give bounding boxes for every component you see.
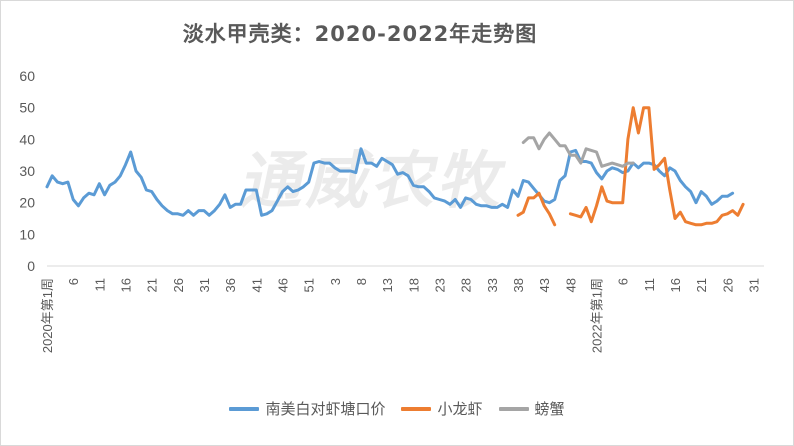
x-tick-label: 36 <box>223 278 238 292</box>
legend-swatch <box>401 406 432 411</box>
y-tick-label: 40 <box>19 131 35 147</box>
legend-item-crab: 螃蟹 <box>498 398 565 419</box>
x-tick-label: 26 <box>720 278 735 292</box>
x-tick-label: 18 <box>406 278 421 292</box>
x-tick-label: 31 <box>197 278 212 292</box>
y-tick-label: 30 <box>19 163 35 179</box>
y-tick-label: 50 <box>19 100 35 116</box>
chart-title: 淡水甲壳类：2020-2022年走势图 <box>182 22 538 46</box>
x-axis: 2020年第1周 6 11 16 21 26 31 36 41 46 51 3 8 13 18 23 28 33 3… <box>40 265 764 353</box>
legend-label: 螃蟹 <box>534 400 565 418</box>
legend-item-crayfish: 小龙虾 <box>401 398 483 419</box>
x-tick-label: 41 <box>249 278 264 292</box>
x-tick-label: 28 <box>459 278 474 292</box>
y-tick-label: 0 <box>27 258 35 274</box>
legend: 南美白对虾塘口价 小龙虾 螃蟹 <box>0 398 794 419</box>
x-tick-label: 26 <box>171 278 186 292</box>
x-tick-label: 38 <box>511 278 526 292</box>
x-tick-label: 33 <box>485 278 500 292</box>
x-tick-label: 23 <box>433 278 448 292</box>
legend-item-shrimp: 南美白对虾塘口价 <box>229 398 385 419</box>
x-tick-label: 11 <box>92 278 107 292</box>
x-tick-label: 6 <box>66 278 81 285</box>
series-line-1 <box>516 106 745 227</box>
x-tick-label: 21 <box>694 278 709 292</box>
legend-label: 小龙虾 <box>437 400 483 418</box>
x-tick-label: 13 <box>380 278 395 292</box>
x-tick-label: 51 <box>302 278 317 292</box>
x-tick-label: 46 <box>276 278 291 292</box>
x-tick-label: 43 <box>537 278 552 292</box>
x-tick-label: 21 <box>145 278 160 292</box>
legend-swatch <box>498 406 529 411</box>
x-tick-label: 6 <box>616 278 631 285</box>
x-tick-label: 11 <box>642 278 657 292</box>
y-axis: 0 10 20 30 40 50 60 <box>19 68 35 274</box>
x-tick-label: 8 <box>354 278 369 285</box>
y-tick-label: 60 <box>19 68 35 84</box>
legend-swatch <box>229 406 260 411</box>
x-tick-label: 48 <box>563 278 578 292</box>
x-tick-label: 16 <box>668 278 683 292</box>
x-tick-label: 2022年第1周 <box>590 278 605 353</box>
y-tick-label: 20 <box>19 195 35 211</box>
x-tick-label: 16 <box>119 278 134 292</box>
series-lines <box>45 106 745 227</box>
y-tick-label: 10 <box>19 226 35 242</box>
x-tick-label: 3 <box>328 278 343 285</box>
x-tick-label: 31 <box>747 278 762 292</box>
series-line-0 <box>45 147 735 217</box>
legend-label: 南美白对虾塘口价 <box>265 400 386 418</box>
x-tick-label: 2020年第1周 <box>40 278 55 353</box>
